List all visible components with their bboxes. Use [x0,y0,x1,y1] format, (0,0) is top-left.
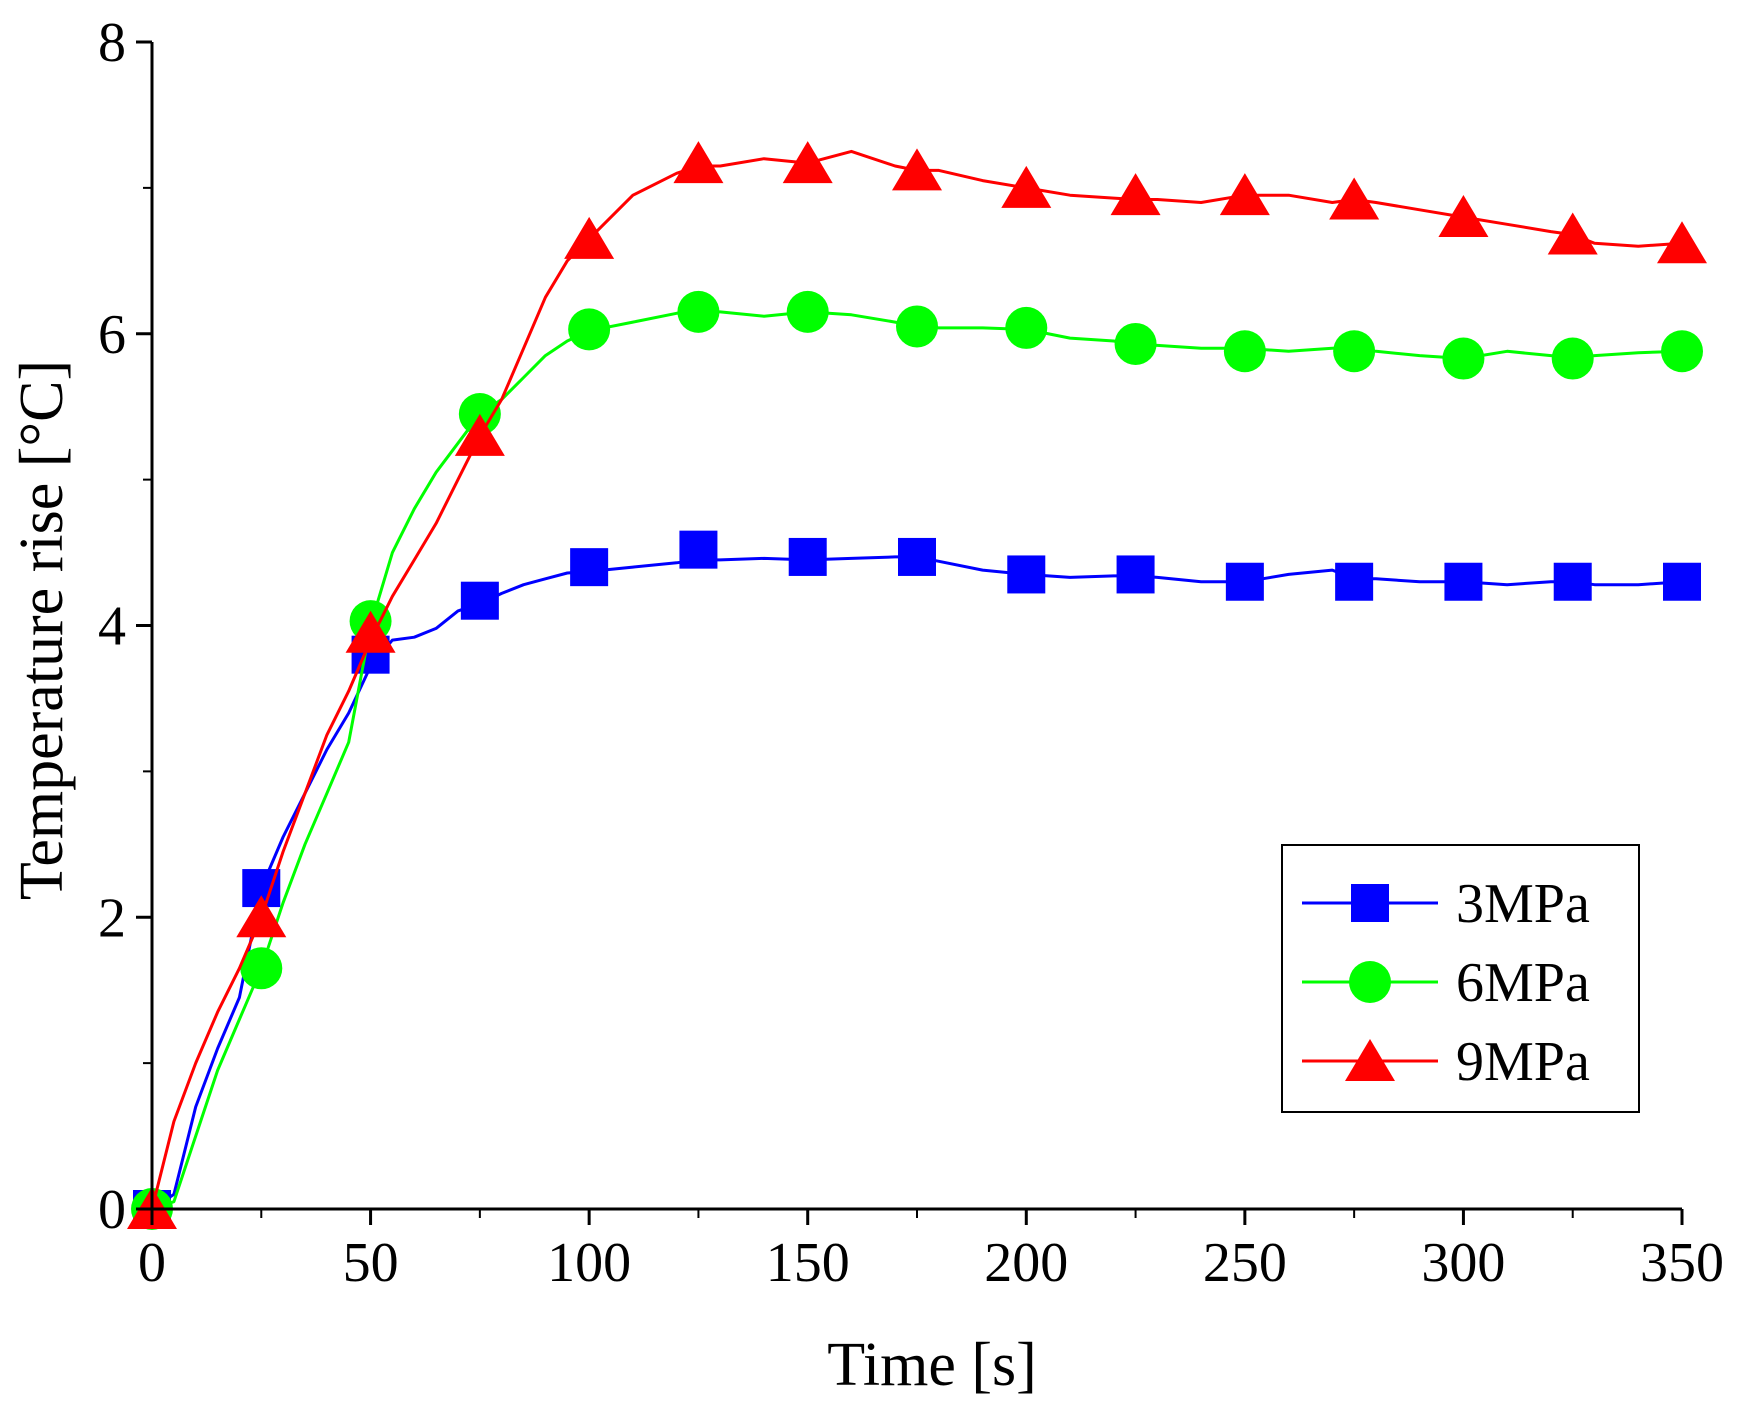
data-point-6MPa [1223,330,1266,373]
x-axis-label: Time [s] [827,1331,1037,1399]
legend-label: 3MPa [1456,873,1590,935]
y-tick-label: 6 [98,304,126,366]
series-3MPa [133,530,1701,1228]
x-tick-label: 350 [1640,1232,1724,1294]
y-axis-label: Temperature rise [°C] [8,360,76,900]
data-point-9MPa [236,895,287,938]
data-point-3MPa [1116,555,1155,594]
data-point-6MPa [1333,330,1376,373]
data-point-9MPa [673,141,724,184]
legend-marker-6MPa [1349,961,1391,1003]
data-point-3MPa [898,537,936,576]
data-point-3MPa [1553,562,1592,601]
data-point-6MPa [1442,337,1485,380]
data-point-6MPa [568,308,611,351]
y-tick-label: 2 [98,887,126,949]
data-point-9MPa [1657,221,1707,264]
data-point-3MPa [1663,562,1701,601]
x-tick-label: 200 [984,1232,1068,1294]
y-tick-label: 8 [98,12,126,74]
data-point-9MPa [564,216,615,259]
data-point-9MPa [1001,165,1052,208]
y-tick-label: 4 [98,596,126,658]
legend-item-9MPa: 9MPa [1302,1031,1590,1093]
data-point-3MPa [460,581,499,620]
data-point-9MPa [892,148,942,191]
x-tick-label: 300 [1421,1232,1505,1294]
legend-box [1281,844,1640,1113]
data-point-3MPa [1225,562,1264,601]
data-point-9MPa [454,413,505,456]
x-tick-label: 150 [766,1232,850,1294]
data-point-6MPa [1661,330,1703,373]
data-point-9MPa [345,610,396,653]
data-point-6MPa [896,305,938,348]
legend-label: 9MPa [1456,1031,1590,1093]
x-tick-label: 50 [343,1232,399,1294]
data-point-6MPa [1114,322,1157,365]
legend-marker-9MPa [1345,1039,1395,1081]
data-point-9MPa [1110,173,1161,216]
legend: 3MPa 6MPa 9MPa [1281,844,1640,1113]
y-tick-label: 0 [98,1179,126,1241]
x-tick-label: 0 [138,1232,166,1294]
x-tick-label: 100 [547,1232,631,1294]
legend-items: 3MPa 6MPa 9MPa [1302,873,1590,1093]
legend-item-6MPa: 6MPa [1302,952,1590,1014]
legend-item-3MPa: 3MPa [1302,873,1590,935]
legend-label: 6MPa [1456,952,1590,1014]
data-point-6MPa [1005,306,1048,349]
data-point-9MPa [1438,195,1489,238]
series-line-9MPa [150,149,1683,1210]
data-point-3MPa [679,530,718,569]
data-point-6MPa [677,290,720,333]
axes-layer: 0 50 100 150 200 250 300 350 0 2 4 6 8 [98,12,1724,1294]
data-point-9MPa [1329,177,1380,220]
data-point-9MPa [1547,212,1598,255]
data-point-3MPa [1444,562,1483,601]
legend-marker-3MPa [1351,884,1389,922]
series-9MPa [127,141,1707,1229]
data-point-3MPa [1007,555,1046,594]
data-point-3MPa [788,537,827,576]
series-layer [127,141,1707,1230]
data-point-6MPa [1551,337,1594,380]
data-point-6MPa [240,947,283,990]
data-point-3MPa [1335,562,1374,601]
x-tick-label: 250 [1203,1232,1287,1294]
data-point-9MPa [1219,173,1270,216]
data-point-6MPa [786,290,829,333]
data-point-3MPa [570,548,609,587]
data-point-9MPa [782,141,833,184]
